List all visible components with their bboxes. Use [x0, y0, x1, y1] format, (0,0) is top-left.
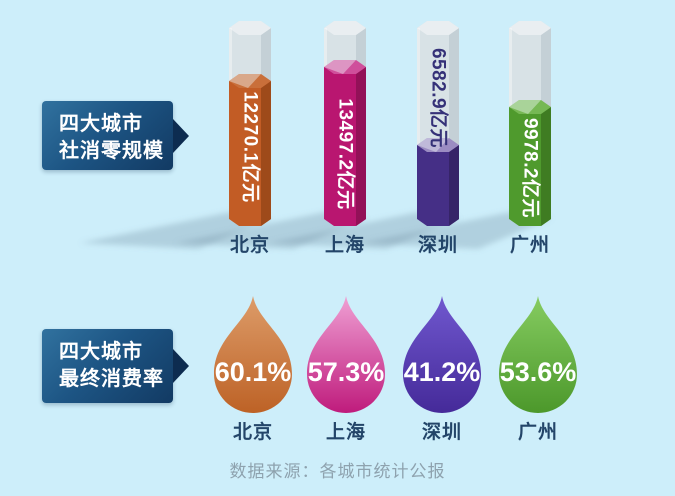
callout-arrow-icon: [173, 349, 189, 383]
glass-tube-cap: [229, 21, 271, 35]
fill-cap-sheen: [324, 60, 356, 74]
fill-body: [229, 81, 271, 226]
retail-column-2: 6582.9亿元: [417, 21, 459, 226]
retail-column-3: 9978.2亿元: [509, 21, 551, 226]
consumption-drop-1: 57.3%: [307, 296, 385, 413]
retail-city-label-2: 深圳: [417, 235, 458, 256]
consumption-city-label-2: 深圳: [421, 422, 462, 443]
droplet-shape: [403, 296, 481, 413]
retail-column-1: 13497.2亿元: [324, 21, 366, 226]
column-shadows: [80, 212, 552, 249]
fill-side: [356, 67, 366, 226]
consumption-title-line2: 最终消费率: [59, 368, 164, 390]
retail-title-callout: 四大城市 社消零规模: [42, 101, 189, 170]
fill-body: [417, 145, 459, 226]
retail-city-label-1: 上海: [324, 235, 365, 256]
column-value-label: 9978.2亿元: [520, 118, 543, 218]
column-value-label: 13497.2亿元: [335, 98, 358, 209]
consumption-title-line1: 四大城市: [59, 341, 143, 363]
fill-side: [261, 81, 271, 226]
column-shadow: [80, 212, 272, 249]
fill-side: [449, 145, 459, 226]
retail-column-0: 12270.1亿元: [229, 21, 271, 226]
fill-cap-sheen: [229, 74, 261, 88]
fill-body: [324, 67, 366, 226]
column-value-label: 12270.1亿元: [240, 91, 263, 202]
consumption-city-label-0: 北京: [232, 422, 273, 443]
drop-percent-label: 53.6%: [500, 357, 577, 387]
consumption-drops-layer: 60.1% 57.3% 41.2% 53.6%: [0, 280, 675, 450]
consumption-city-label-3: 广州: [517, 422, 558, 443]
data-source-note: 数据来源：各城市统计公报: [229, 462, 446, 481]
fill-cap: [324, 60, 366, 74]
droplet-shape: [499, 296, 577, 413]
retail-title: 四大城市 社消零规模: [42, 101, 173, 165]
consumption-drop-2: 41.2%: [403, 296, 481, 413]
fill-cap: [229, 74, 271, 88]
glass-highlight: [417, 28, 420, 219]
glass-tube-cap: [324, 21, 366, 35]
fill-cap: [509, 100, 551, 114]
droplet-shape: [214, 296, 292, 413]
fill-cap: [417, 138, 459, 152]
consumption-drop-0: 60.1%: [214, 296, 292, 413]
retail-city-label-0: 北京: [229, 235, 270, 256]
fill-side: [541, 107, 551, 226]
glass-tube-cap: [509, 21, 551, 35]
consumption-title-callout: 四大城市 最终消费率: [42, 329, 189, 403]
fill-body: [509, 107, 551, 226]
consumption-title: 四大城市 最终消费率: [42, 329, 173, 393]
drop-percent-label: 57.3%: [308, 357, 385, 387]
fill-cap-sheen: [509, 100, 541, 114]
retail-title-line2: 社消零规模: [59, 140, 164, 162]
glass-tube-cap: [417, 21, 459, 35]
drop-percent-label: 60.1%: [215, 357, 292, 387]
consumption-city-label-1: 上海: [325, 422, 366, 443]
column-value-label: 6582.9亿元: [428, 48, 451, 148]
retail-columns-layer: 12270.1亿元 13497.2亿元 6582.9亿元 9978.2亿元: [229, 21, 551, 226]
droplet-shape: [307, 296, 385, 413]
retail-city-label-3: 广州: [509, 235, 550, 256]
column-shadow: [268, 212, 460, 249]
fill-cap-sheen: [417, 138, 449, 152]
callout-arrow-icon: [173, 118, 189, 153]
column-shadow: [175, 212, 367, 249]
retail-title-line1: 四大城市: [59, 113, 143, 135]
drop-percent-label: 41.2%: [404, 357, 481, 387]
column-shadow: [360, 212, 552, 249]
consumption-drop-3: 53.6%: [499, 296, 577, 413]
